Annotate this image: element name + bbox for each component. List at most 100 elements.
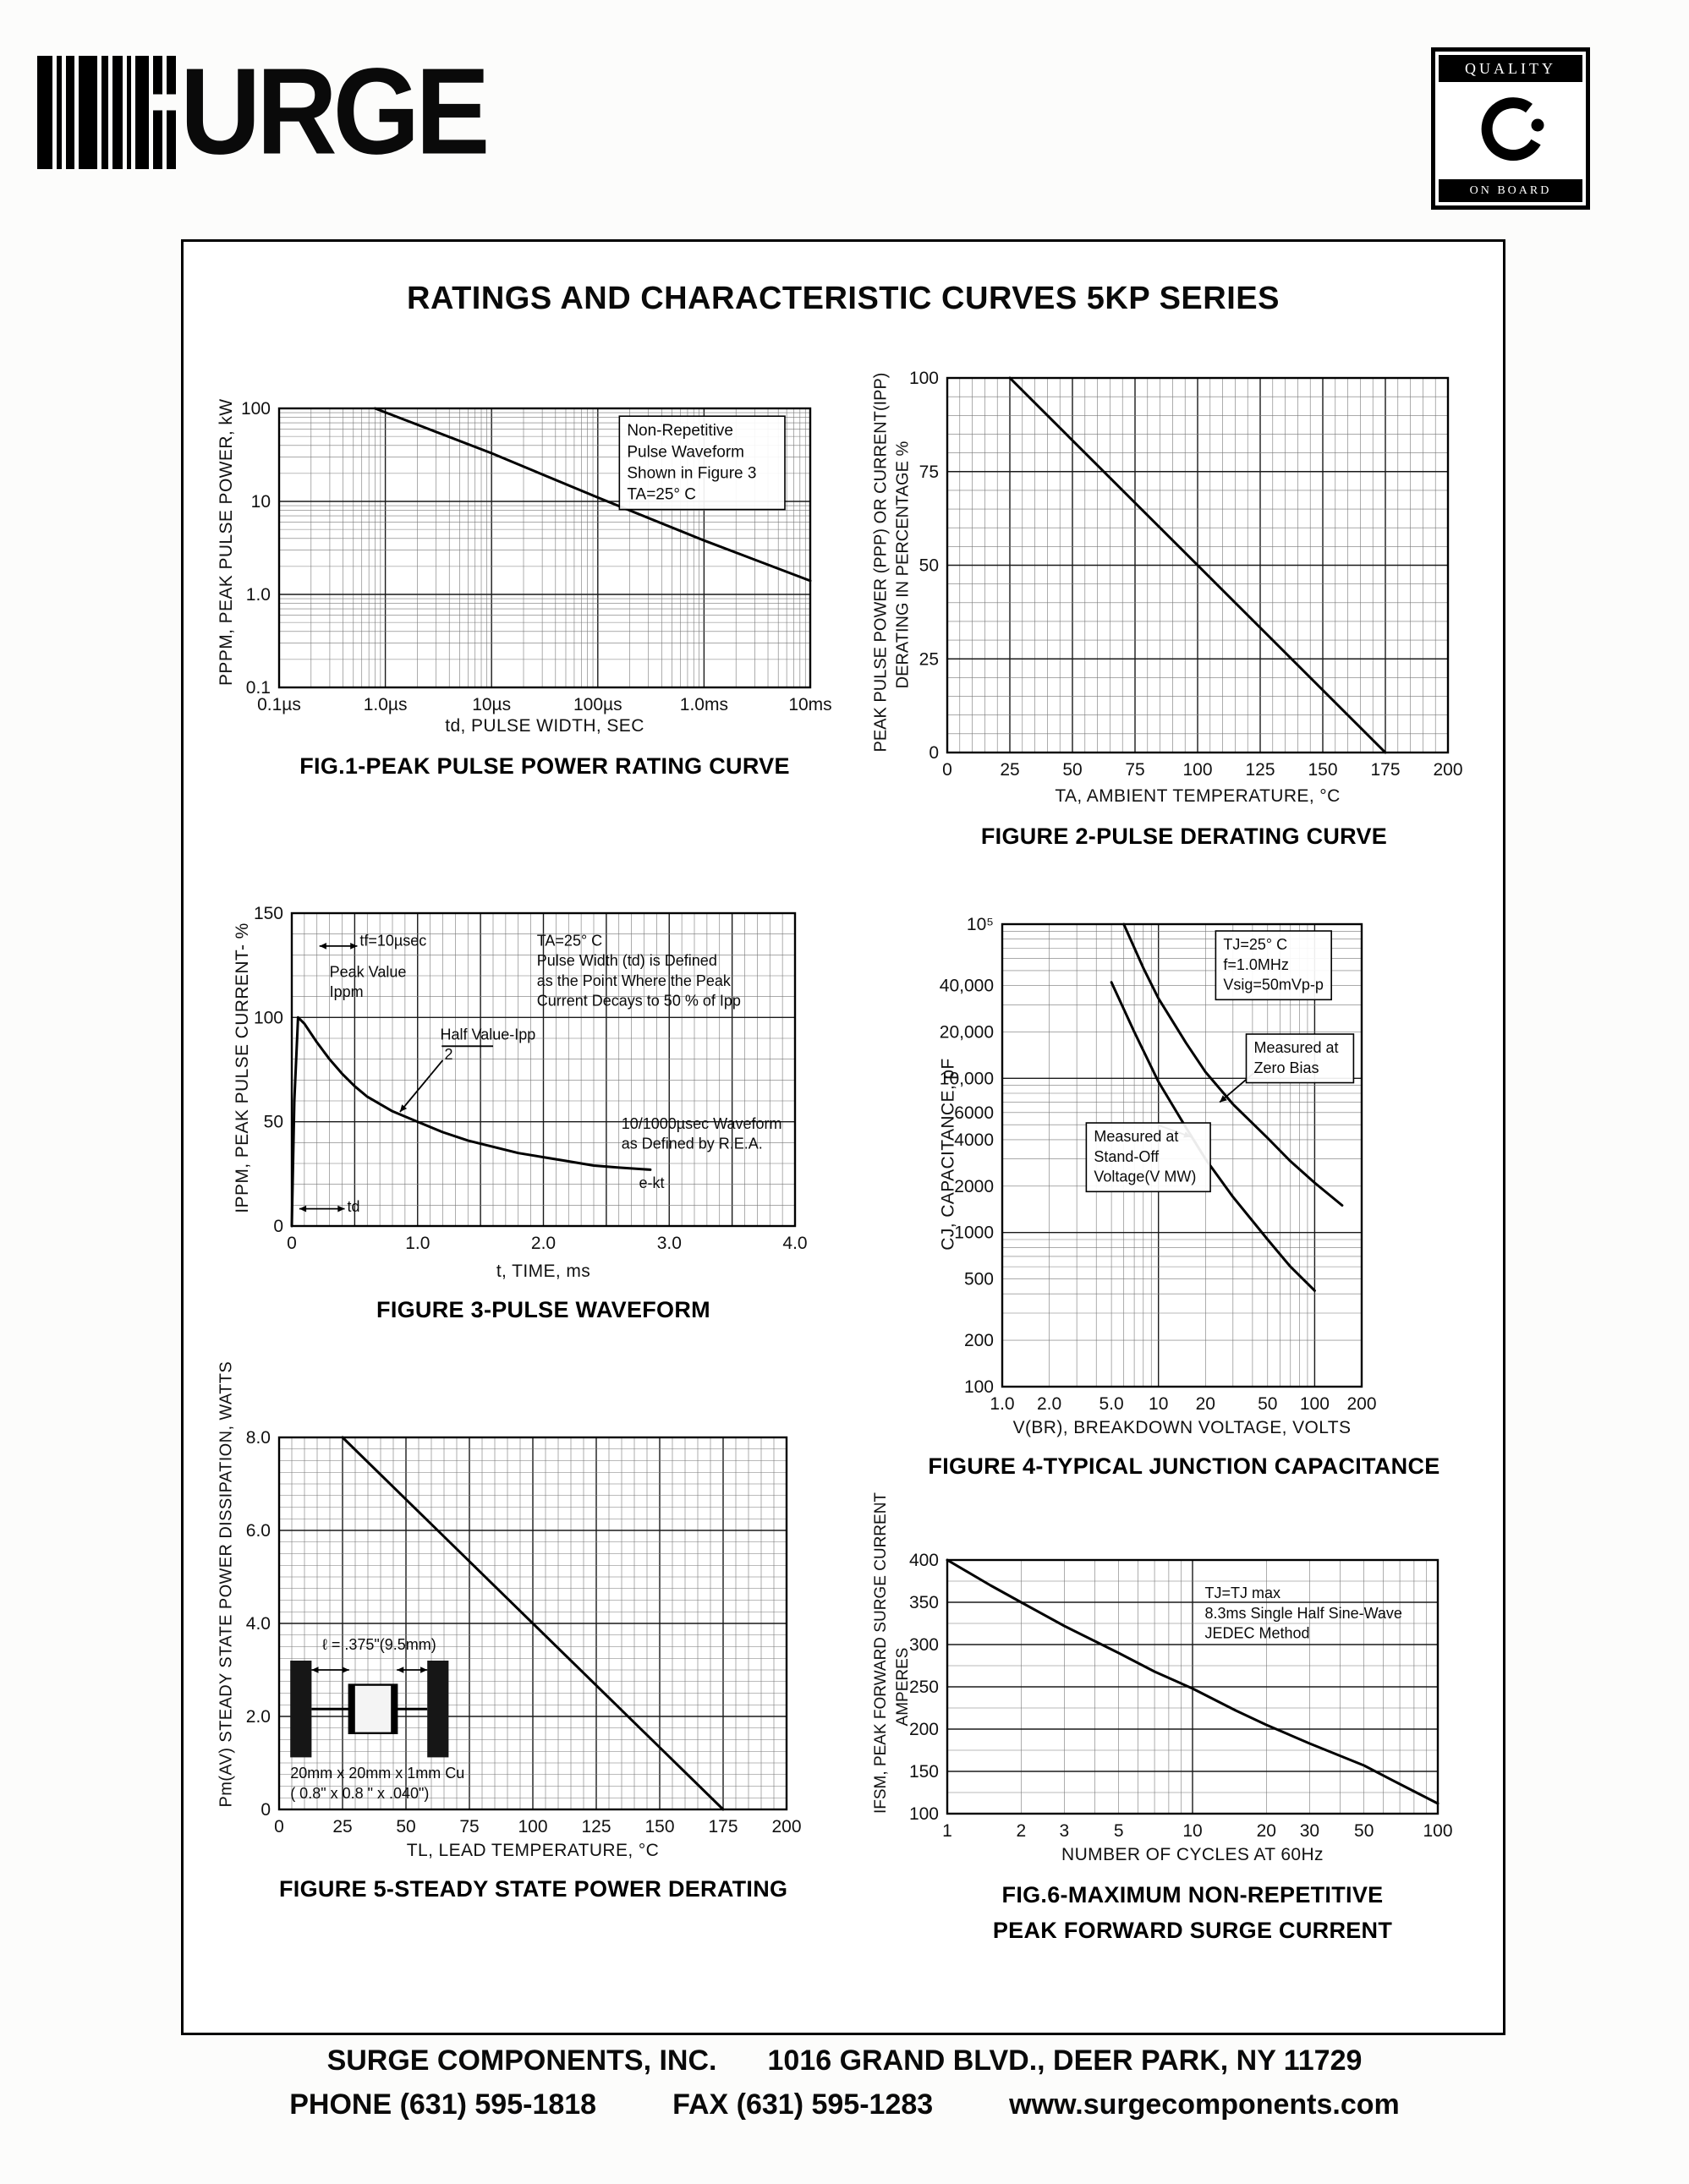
fig4-xlabel: V(BR), BREAKDOWN VOLTAGE, VOLTS	[1012, 1418, 1352, 1437]
x-tick-label: 75	[459, 1817, 479, 1836]
x-tick-label: 100	[1300, 1394, 1330, 1414]
badge-on-board-label: ON BOARD	[1439, 179, 1582, 202]
x-tick-label: 2	[1016, 1821, 1026, 1841]
figure-3: 0 1.0 2.0 3.0 4.0 0 50 100 150 tf=10µsec Peak Valu…	[211, 896, 837, 1344]
x-tick-label: 3	[1060, 1821, 1070, 1841]
x-tick-label: 10	[1182, 1821, 1202, 1841]
figure-4: 1.0 2.0 5.0 10 20 50 100 200 10⁵ 40,000 20,000 10,0…	[926, 909, 1476, 1501]
figure-2: 0 25 50 75 100 125 150 175 200 0 25 50 75 100 PEAK PU…	[872, 355, 1472, 862]
y-tick-label: 300	[909, 1635, 939, 1655]
annotation: Measured at Stand-Off Voltage(V MW)	[1094, 1128, 1196, 1185]
x-tick-label: 50	[1062, 760, 1082, 780]
fig2-layers: 0 25 50 75 100 125 150 175 200 0 25 50 75 100	[909, 369, 1463, 780]
annotation: 20mm x 20mm x 1mm Cu( 0.8" x 0.8 " x .04…	[290, 1765, 464, 1802]
annotation: TA=25° C Pulse Width (td) is Defined as th…	[537, 932, 741, 1009]
logo-bar	[79, 56, 97, 169]
surge-logo: URGE	[37, 50, 490, 174]
fig4-caption: FIGURE 4-TYPICAL JUNCTION CAPACITANCE	[928, 1453, 1440, 1479]
tick-labels: 1 2 3 5 10 20 30 50 100 100 150 200 250 300 350 400	[909, 1551, 1453, 1841]
x-tick-label: 200	[1346, 1394, 1376, 1414]
x-tick-label: 25	[332, 1817, 352, 1836]
tick-labels: 0.1µs 1.0µs 10µs 100µs 1.0ms 10ms 100 10 1.0 0.1	[241, 399, 832, 714]
fig4-layers: 1.0 2.0 5.0 10 20 50 100 200 10⁵ 40,000 20,000 10,0…	[940, 915, 1377, 1414]
fig3-xlabel: t, TIME, ms	[496, 1262, 591, 1281]
x-tick-label: 20	[1196, 1394, 1215, 1414]
x-tick-label: 10ms	[788, 695, 831, 714]
series-peak-pulse-power	[373, 407, 812, 583]
grid	[291, 912, 796, 1227]
x-tick-label: 3.0	[657, 1234, 682, 1253]
cu-plate-left	[290, 1661, 312, 1758]
fig6-caption-line1: FIG.6-MAXIMUM NON-REPETITIVE	[1001, 1882, 1384, 1908]
x-tick-label: 0	[274, 1817, 284, 1836]
footer-address: 1016 GRAND BLVD., DEER PARK, NY 11729	[767, 2044, 1363, 2077]
fig6-ylabel-line2: AMPERES	[894, 1647, 912, 1727]
annotation: e-kt	[639, 1174, 665, 1191]
page-title: RATINGS AND CHARACTERISTIC CURVES 5KP SE…	[407, 281, 1280, 316]
x-tick-label: 100	[1182, 760, 1212, 780]
y-tick-label: 400	[909, 1551, 939, 1570]
footer-company: SURGE COMPONENTS, INC.	[326, 2044, 717, 2077]
plot-border	[290, 911, 797, 1228]
y-tick-label: 150	[254, 904, 283, 923]
series-surge-current	[946, 1558, 1439, 1805]
x-tick-label: 150	[644, 1817, 674, 1836]
series-power-derating	[341, 1436, 725, 1811]
fig2-ylabel: PEAK PULSE POWER (PPP) OR CURRENT(IPP) D…	[870, 373, 914, 753]
x-tick-label: 50	[1258, 1394, 1277, 1414]
fig3-caption: FIGURE 3-PULSE WAVEFORM	[376, 1297, 710, 1322]
x-tick-label: 125	[1245, 760, 1275, 780]
x-tick-label: 50	[1354, 1821, 1374, 1841]
x-tick-label: 1.0	[405, 1234, 430, 1253]
x-tick-label: 5.0	[1099, 1394, 1123, 1414]
y-tick-label: 8.0	[246, 1428, 271, 1448]
y-tick-label: 50	[264, 1113, 283, 1132]
y-tick-label: 0	[273, 1217, 283, 1236]
x-tick-label: 0	[287, 1234, 297, 1253]
fig5-ylabel: Pm(AV) STEADY STATE POWER DISSIPATION, W…	[217, 1360, 236, 1808]
fig3-chart: 0 1.0 2.0 3.0 4.0 0 50 100 150 tf=10µsec Peak Valu…	[254, 904, 808, 1253]
fig3-layers: 0 1.0 2.0 3.0 4.0 0 50 100 150 tf=10µsec Peak Valu…	[254, 904, 808, 1253]
fig6-ylabel-line1: IFSM, PEAK FORWARD SURGE CURRENT	[872, 1492, 890, 1814]
logo-bar	[101, 56, 108, 169]
logo-bar	[135, 56, 149, 169]
y-tick-label: 0	[260, 1800, 271, 1820]
x-tick-label: 30	[1300, 1821, 1319, 1841]
fig1-xlabel: td, PULSE WIDTH, SEC	[445, 716, 644, 736]
y-tick-label: 20,000	[940, 1022, 994, 1042]
y-tick-label: 50	[919, 556, 939, 576]
fig1-ylabel: PPPM, PEAK PULSE POWER, kW	[217, 398, 236, 686]
y-tick-label: 100	[254, 1008, 283, 1027]
series-zero-bias	[1122, 922, 1344, 1207]
x-tick-label: 150	[1308, 760, 1337, 780]
x-tick-label: 25	[1000, 760, 1019, 780]
y-tick-label: 100	[964, 1377, 994, 1397]
fig5-layers: 0 25 50 75 100 125 150 175 200 0 2.0 4.0 6.0 8.0 ℓ = .…	[246, 1428, 802, 1836]
series-derating	[1008, 376, 1387, 754]
x-tick-label: 10µs	[472, 695, 511, 714]
arrow-head	[350, 943, 358, 950]
x-tick-label: 200	[1433, 760, 1462, 780]
annotation: Half Value-Ipp 2	[441, 1026, 536, 1063]
y-tick-label: 10	[251, 492, 271, 512]
arrow-head	[319, 943, 326, 950]
figure-5: 0 25 50 75 100 125 150 175 200 0 2.0 4.0 6.0 8.0 ℓ = .…	[203, 1360, 846, 1915]
annotation: ℓ = .375"(9.5mm)	[322, 1636, 436, 1653]
y-tick-label: 40,000	[940, 977, 994, 996]
fig1-caption: FIG.1-PEAK PULSE POWER RATING CURVE	[299, 753, 790, 779]
annotation-box	[618, 415, 786, 511]
footer-phone: PHONE (631) 595-1818	[289, 2088, 597, 2121]
fig1-layers: 0.1µs 1.0µs 10µs 100µs 1.0ms 10ms 100 10 1.0 0.1 N…	[241, 399, 832, 714]
logo-bar	[153, 56, 162, 169]
y-tick-label: 6000	[954, 1103, 994, 1123]
y-tick-label: 100	[241, 399, 271, 419]
fig5-caption: FIGURE 5-STEADY STATE POWER DERATING	[279, 1876, 788, 1902]
y-tick-label: 250	[909, 1678, 939, 1697]
y-tick-label: 500	[964, 1270, 994, 1289]
fig6-caption-line2: PEAK FORWARD SURGE CURRENT	[992, 1918, 1393, 1943]
x-tick-label: 5	[1114, 1821, 1124, 1841]
tick-labels: 0 1.0 2.0 3.0 4.0 0 50 100 150	[254, 904, 808, 1253]
arrow-head	[399, 1104, 408, 1112]
lead-mount-inset	[290, 1661, 449, 1758]
